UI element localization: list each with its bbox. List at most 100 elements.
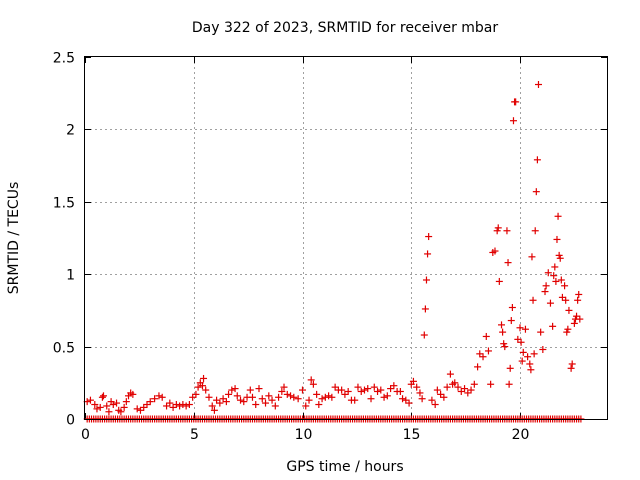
data-point	[516, 324, 524, 332]
data-point	[360, 386, 368, 394]
data-point	[151, 395, 159, 403]
data-point	[487, 380, 495, 388]
data-point	[474, 363, 482, 371]
data-point	[541, 288, 549, 296]
y-tick-label: 2.5	[53, 51, 75, 67]
data-point	[208, 402, 216, 410]
data-point	[470, 380, 478, 388]
data-point	[93, 405, 101, 413]
data-point	[556, 254, 564, 262]
data-point	[484, 347, 492, 355]
data-point	[527, 366, 535, 374]
data-point	[508, 304, 516, 312]
data-point	[443, 383, 451, 391]
data-point	[133, 405, 141, 413]
data-point	[240, 398, 248, 406]
data-point	[205, 393, 213, 401]
data-point	[570, 319, 578, 327]
data-point	[498, 321, 506, 329]
data-point	[103, 402, 111, 410]
data-point	[507, 317, 515, 325]
data-point	[416, 389, 424, 397]
y-axis-title: SRMTID / TECUs	[6, 182, 22, 295]
data-point	[491, 247, 499, 255]
data-point	[399, 395, 407, 403]
data-point	[294, 395, 302, 403]
data-point	[248, 393, 256, 401]
data-point	[418, 395, 426, 403]
data-point	[557, 276, 565, 284]
data-point	[499, 328, 507, 336]
data-point	[494, 224, 502, 232]
grid	[85, 57, 607, 419]
data-point	[91, 401, 99, 409]
data-point	[338, 386, 346, 394]
data-point	[225, 390, 233, 398]
data-point	[576, 315, 584, 323]
data-point	[424, 250, 432, 258]
data-point	[532, 188, 540, 196]
data-point	[446, 370, 454, 378]
data-point	[122, 398, 130, 406]
data-point	[182, 402, 190, 410]
data-point	[96, 403, 104, 411]
y-tick-label: 0	[66, 413, 75, 429]
data-point	[512, 98, 520, 106]
data-point	[315, 401, 323, 409]
data-point	[574, 296, 582, 304]
data-point	[428, 396, 436, 404]
data-point	[504, 259, 512, 267]
data-point	[390, 382, 398, 390]
data-point	[528, 253, 536, 261]
data-point	[553, 235, 561, 243]
data-point	[198, 382, 206, 390]
data-point	[255, 385, 263, 393]
data-point	[433, 386, 441, 394]
data-point	[518, 357, 526, 365]
data-point	[237, 396, 245, 404]
data-point	[194, 383, 202, 391]
tick-labels: 0 5 10 15 20 0 0.5 1 1.5 2 2.5	[53, 51, 530, 444]
data-point	[554, 212, 562, 220]
data-point	[99, 392, 107, 400]
data-point	[537, 328, 545, 336]
data-point	[246, 386, 254, 394]
data-point	[501, 343, 509, 351]
data-point	[179, 401, 187, 409]
data-point	[431, 401, 439, 409]
data-point	[305, 396, 313, 404]
data-point	[364, 385, 372, 393]
data-point	[86, 396, 94, 404]
data-point	[287, 392, 295, 400]
data-point	[129, 390, 137, 398]
data-point	[479, 353, 487, 361]
data-point	[567, 364, 575, 372]
data-point	[526, 360, 534, 368]
data-point	[113, 399, 121, 407]
data-point	[262, 399, 270, 407]
y-tick-label: 2	[66, 123, 75, 139]
data-point	[562, 296, 570, 304]
data-point	[524, 353, 532, 361]
data-point	[357, 387, 365, 395]
chart-title: Day 322 of 2023, SRMTID for receiver mba…	[192, 20, 499, 36]
data-point	[185, 401, 193, 409]
data-point	[146, 398, 154, 406]
data-point	[307, 376, 315, 384]
data-point	[383, 392, 391, 400]
data-point	[328, 393, 336, 401]
y-tick-label: 1	[66, 268, 75, 284]
data-point	[202, 386, 210, 394]
data-point	[546, 299, 554, 307]
data-point	[544, 269, 552, 277]
data-point	[278, 387, 286, 395]
data-point	[461, 385, 469, 393]
data-point	[413, 383, 421, 391]
data-point	[568, 360, 576, 368]
data-point	[283, 390, 291, 398]
data-point	[216, 399, 224, 407]
data-point	[519, 348, 527, 356]
data-point	[575, 290, 583, 298]
data-point	[344, 387, 352, 395]
